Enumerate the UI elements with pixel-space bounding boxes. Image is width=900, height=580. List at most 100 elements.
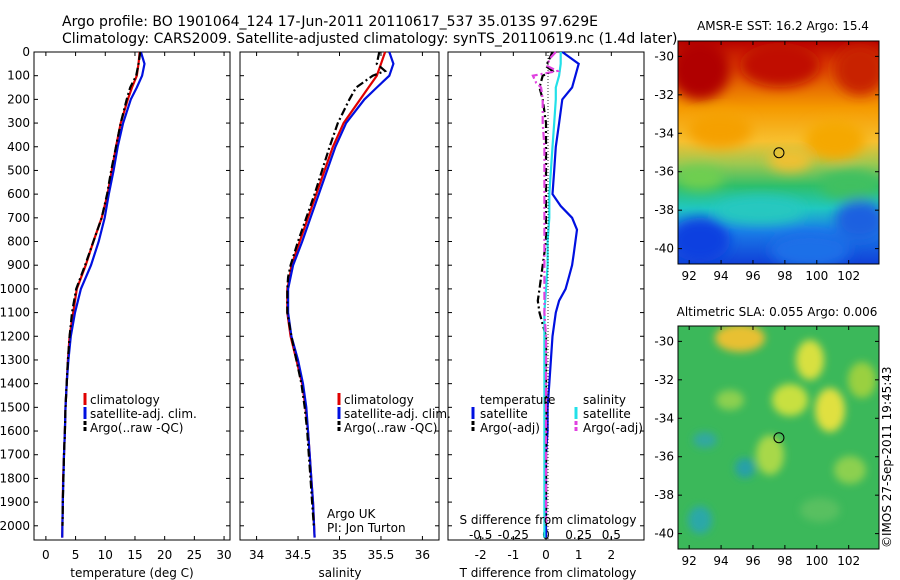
depth-tick-label: 1500 [0, 400, 30, 414]
temperature-tick-label: 20 [157, 548, 172, 562]
salinity-tick-label: 34.5 [285, 548, 312, 562]
legend-label-argo: Argo(..raw -QC) [90, 421, 183, 435]
series-line-argo-adj [536, 51, 555, 526]
legend-label-s-satellite: satellite [583, 407, 631, 421]
lat-tick-label: -32 [654, 88, 674, 102]
salinity-x-axis: 34 34.5 35 35.5 36 [249, 52, 430, 562]
sst-heatmap [678, 41, 879, 264]
s-difference-tick-label: -0.5 [469, 528, 492, 542]
t-difference-tick-label: 1 [575, 548, 583, 562]
depth-tick-label: 200 [7, 92, 30, 106]
depth-tick-label: 1000 [0, 282, 30, 296]
lat-tick-label: -36 [654, 165, 674, 179]
lat-tick-label: -38 [654, 488, 674, 502]
lat-tick-label: -40 [654, 527, 674, 541]
legend-title-temperature: temperature [480, 393, 555, 407]
temperature-tick-label: 15 [127, 548, 142, 562]
s-difference-axis-label: S difference from climatology [460, 513, 637, 527]
depth-tick-label: 900 [7, 258, 30, 272]
sla-map-title: Altimetric SLA: 0.055 Argo: 0.006 [677, 305, 878, 319]
salinity-tick-label: 36 [415, 548, 430, 562]
sla-map-axes: -30 -32 -34 -36 -38 -40 92 94 96 98 100 102 [654, 326, 879, 568]
credit-pi: PI: Jon Turton [327, 521, 406, 535]
temperature-legend: climatology satellite-adj. clim. Argo(..… [83, 393, 197, 435]
sst-map-title: AMSR-E SST: 16.2 Argo: 15.4 [697, 19, 869, 33]
temperature-profile-lines [61, 51, 146, 538]
temperature-x-axis: 0 5 10 15 20 25 30 [42, 52, 232, 562]
s-difference-tick-label: 0.25 [565, 528, 592, 542]
sla-heatmap [678, 326, 879, 549]
lon-tick-label: 100 [805, 554, 828, 568]
salinity-legend: climatology satellite-adj. clim. Argo(..… [327, 393, 451, 535]
salinity-axis-label: salinity [318, 566, 361, 580]
lon-tick-label: 102 [837, 269, 860, 283]
depth-tick-label: 1200 [0, 329, 30, 343]
depth-tick-label: 1800 [0, 471, 30, 485]
sst-map-axes: -30 -32 -34 -36 -38 -40 92 94 96 98 100 102 [654, 41, 879, 283]
t-difference-tick-label: -1 [507, 548, 519, 562]
lat-tick-label: -34 [654, 411, 674, 425]
lon-tick-label: 92 [682, 269, 697, 283]
salinity-tick-label: 35 [332, 548, 347, 562]
t-difference-tick-label: -2 [475, 548, 487, 562]
series-line-satellite [544, 51, 580, 538]
series-line-satellite-adj-clim [287, 51, 395, 538]
legend-label-climatology: climatology [344, 393, 414, 407]
lon-tick-label: 102 [837, 554, 860, 568]
s-difference-tick-label: 0.5 [602, 528, 621, 542]
header-line-2: Climatology: CARS2009. Satellite-adjuste… [62, 31, 677, 47]
legend-label-t-argo: Argo(-adj) [480, 421, 540, 435]
temperature-tick-label: 5 [72, 548, 80, 562]
depth-tick-label: 1400 [0, 377, 30, 391]
lon-tick-label: 94 [713, 269, 728, 283]
series-line-argo-raw-qc [61, 51, 142, 526]
credit-argo-uk: Argo UK [327, 507, 376, 521]
temperature-axis-label: temperature (deg C) [70, 566, 193, 580]
depth-tick-label: 600 [7, 187, 30, 201]
temperature-tick-label: 25 [187, 548, 202, 562]
temperature-tick-label: 30 [216, 548, 231, 562]
lat-tick-label: -38 [654, 203, 674, 217]
lon-tick-label: 96 [745, 554, 760, 568]
depth-tick-label: 1100 [0, 306, 30, 320]
legend-label-argo: Argo(..raw -QC) [344, 421, 437, 435]
lon-tick-label: 100 [805, 269, 828, 283]
depth-axis: 0 100 200 300 400 500 600 700 800 900 1000 1100 1200… [0, 45, 644, 533]
series-line-argo-adj [531, 51, 561, 526]
header-line-1: Argo profile: BO 1901064_124 17-Jun-2011… [62, 14, 598, 30]
depth-tick-label: 500 [7, 163, 30, 177]
t-difference-tick-label: 2 [608, 548, 616, 562]
lat-tick-label: -34 [654, 126, 674, 140]
salinity-tick-label: 35.5 [368, 548, 395, 562]
depth-tick-label: 800 [7, 235, 30, 249]
depth-tick-label: 400 [7, 140, 30, 154]
difference-legend: temperature salinity satellite Argo(-adj… [471, 393, 643, 435]
lon-tick-label: 92 [682, 554, 697, 568]
lat-tick-label: -32 [654, 373, 674, 387]
legend-label-s-argo: Argo(-adj) [583, 421, 643, 435]
salinity-panel-frame [239, 51, 440, 541]
difference-profile-lines [531, 51, 580, 538]
timestamp: ©IMOS 27-Sep-2011 19:45:43 [880, 366, 894, 548]
depth-tick-label: 1900 [0, 495, 30, 509]
lat-tick-label: -30 [654, 334, 674, 348]
t-difference-axis-label: T difference from climatology [459, 566, 637, 580]
t-difference-tick-label: 0 [542, 548, 550, 562]
sla-map-frame [677, 325, 880, 550]
legend-label-t-satellite: satellite [480, 407, 528, 421]
legend-label-satellite: satellite-adj. clim. [344, 407, 451, 421]
temperature-panel-frame [33, 51, 231, 541]
depth-tick-label: 700 [7, 211, 30, 225]
sla-argo-marker [773, 432, 785, 444]
lat-tick-label: -36 [654, 450, 674, 464]
lon-tick-label: 98 [777, 554, 792, 568]
temperature-tick-label: 10 [98, 548, 113, 562]
lon-tick-label: 94 [713, 554, 728, 568]
depth-tick-label: 1300 [0, 353, 30, 367]
series-line-argo-raw-qc [286, 51, 388, 526]
sst-map-frame [677, 40, 880, 265]
lon-tick-label: 96 [745, 269, 760, 283]
sst-argo-marker [773, 147, 785, 159]
series-line-climatology [61, 51, 141, 538]
